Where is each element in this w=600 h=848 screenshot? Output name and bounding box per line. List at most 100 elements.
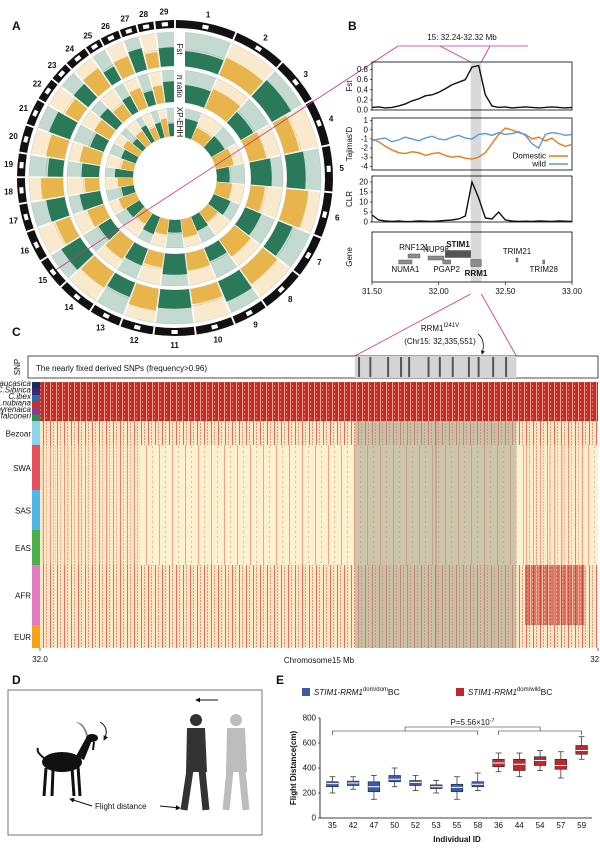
- x-tick-label: 44: [515, 821, 524, 830]
- chromosome-label: 25: [83, 32, 92, 41]
- chromosome-label: 6: [335, 214, 340, 223]
- legs: [180, 769, 210, 811]
- chromosome-band: [58, 70, 66, 78]
- snp-bar: [427, 357, 430, 377]
- track-core: [84, 178, 100, 193]
- chromosome-band: [90, 43, 99, 50]
- snp-bar: [387, 357, 390, 377]
- y-tick-label: 0: [312, 814, 317, 823]
- gene-block: [398, 259, 413, 265]
- track-core: [213, 182, 233, 200]
- group-strip: [32, 565, 40, 625]
- track-core: [79, 190, 104, 211]
- track-core: [199, 204, 218, 223]
- track-core: [152, 85, 165, 105]
- distance-arrow-right: [159, 805, 181, 811]
- chromosome-label: 15: [38, 276, 47, 285]
- chromosome-label: 9: [253, 320, 258, 329]
- chromosome-band: [107, 34, 115, 42]
- x-tick-label: 32.0: [32, 655, 48, 664]
- heatmap-block: [40, 421, 140, 445]
- chromosome-label: 22: [33, 80, 42, 89]
- track-core: [114, 168, 134, 178]
- legend-label: STIM1-RRM1dom/wildBC: [468, 687, 552, 697]
- legend-label: Domestic: [513, 152, 546, 161]
- chromosome-label: 11: [170, 341, 179, 350]
- heatmap-block: [40, 530, 140, 565]
- p-value-text: P=5.56×10: [451, 718, 491, 727]
- chromosome-band: [19, 187, 24, 194]
- chromosome-band: [315, 119, 322, 127]
- snp-bar: [492, 357, 495, 377]
- x-axis-label: Individual ID: [433, 835, 481, 844]
- chromosome-band: [277, 285, 285, 294]
- box: [326, 781, 339, 788]
- gene-label: RRM1: [465, 269, 488, 278]
- plot-frame: [371, 61, 573, 111]
- y-axis-label: Gene: [345, 247, 354, 267]
- track-core: [79, 145, 104, 166]
- track-label: Fst: [175, 43, 184, 55]
- goat-head: [86, 734, 98, 742]
- track-core: [129, 87, 148, 111]
- x-tick-label: 53: [432, 821, 441, 830]
- track-core: [203, 136, 225, 157]
- track-core: [251, 80, 292, 122]
- y-tick-label: 15: [359, 188, 368, 197]
- heatmap-block: [40, 565, 140, 625]
- legend-name: STIM1-RRM1: [468, 688, 517, 697]
- y-tick-label: 0.8: [357, 65, 369, 74]
- panel-label: A: [12, 19, 21, 33]
- chromosome-band: [32, 109, 39, 117]
- track-core: [123, 140, 143, 157]
- heatmap-row: [40, 395, 598, 402]
- goat: [36, 721, 109, 797]
- y-tick-label: 10: [359, 198, 368, 207]
- track-core: [40, 178, 65, 200]
- track-core: [128, 48, 148, 74]
- gene-label: NUMA1: [391, 265, 420, 274]
- bracket: [332, 730, 479, 735]
- chromosome-label: 12: [130, 336, 139, 345]
- track-core: [216, 166, 230, 183]
- chromosome-band: [23, 213, 29, 221]
- gene-label: RNF121: [399, 243, 429, 252]
- chromosome-label: 26: [101, 22, 110, 31]
- x-tick-label: 32.50: [495, 287, 516, 296]
- chromosome-label: 17: [9, 216, 18, 225]
- chromosome-band: [171, 329, 178, 334]
- legend-sup: dom/dom: [363, 687, 388, 693]
- heatmap-row: [40, 388, 598, 395]
- torso: [226, 728, 247, 772]
- x-tick-label: 54: [536, 821, 545, 830]
- diagram-label: Flight distance: [95, 802, 147, 811]
- mutation-gene: RRM1: [421, 324, 444, 333]
- row-label: C.Sibirica: [0, 386, 32, 395]
- panel-label: B: [348, 19, 357, 33]
- track-core: [118, 192, 140, 210]
- x-tick-label: 59: [577, 821, 586, 830]
- snp-bar: [438, 357, 441, 377]
- track-core: [226, 111, 254, 140]
- y-axis-label: Flight Distance(cm): [289, 731, 298, 806]
- y-tick-label: 0.4: [357, 85, 369, 94]
- connector: [480, 293, 517, 357]
- legend-suffix: BC: [388, 687, 400, 697]
- mutation-arrow: [477, 333, 485, 355]
- row-label: SWA: [13, 464, 32, 473]
- track-core: [49, 111, 78, 140]
- chromosome-band: [161, 22, 169, 27]
- y-tick-label: 800: [303, 714, 317, 723]
- group-strip: [32, 382, 40, 389]
- group-strip: [32, 408, 40, 415]
- group-strip: [32, 530, 40, 565]
- data-line: [371, 179, 573, 223]
- legend-sup: dom/wild: [517, 687, 541, 693]
- track-core: [158, 47, 175, 67]
- mutation-label: RRM1I241V: [421, 323, 459, 333]
- track-core: [167, 219, 182, 233]
- heatmap-block: [40, 625, 140, 648]
- chromosome-band: [102, 312, 110, 319]
- chromosome-label: 28: [139, 10, 148, 19]
- row-label: C.falconeri: [0, 412, 31, 421]
